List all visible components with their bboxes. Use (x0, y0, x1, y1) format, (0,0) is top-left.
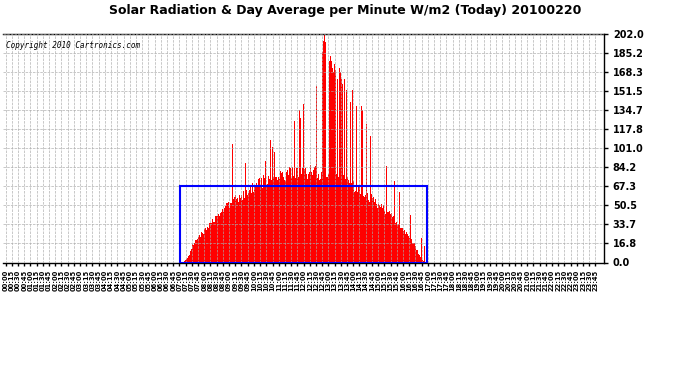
Text: Solar Radiation & Day Average per Minute W/m2 (Today) 20100220: Solar Radiation & Day Average per Minute… (109, 4, 581, 17)
Bar (180, 186, 427, 262)
Text: Copyright 2010 Cartronics.com: Copyright 2010 Cartronics.com (6, 40, 141, 50)
